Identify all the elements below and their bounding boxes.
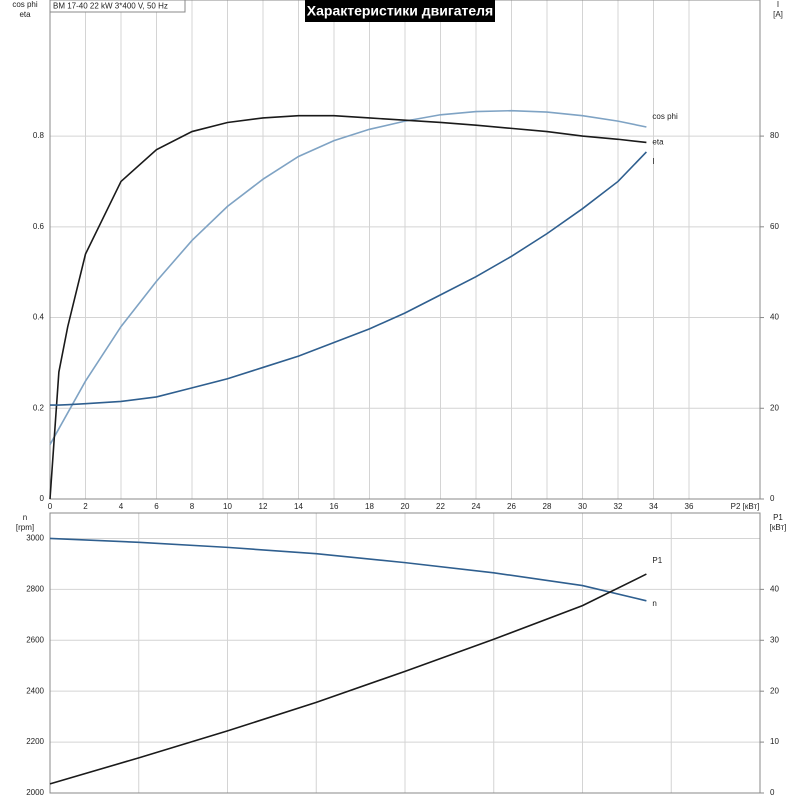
series-label: n — [652, 599, 656, 608]
x-tick-label: 24 — [472, 502, 481, 511]
y-tick-label: 3000 — [26, 534, 44, 543]
y-tick-label: 2400 — [26, 686, 44, 695]
x-tick-label: 2 — [83, 502, 88, 511]
x-tick-label: 8 — [190, 502, 195, 511]
y2-axis-label: [A] — [773, 10, 783, 19]
x-tick-label: 18 — [365, 502, 374, 511]
x-tick-label: 6 — [154, 502, 159, 511]
plot-frame — [49, 512, 761, 794]
y-tick-label: 0.8 — [33, 131, 45, 140]
series-label: eta — [652, 138, 664, 147]
y2-tick-label: 0 — [770, 788, 775, 797]
y2-axis-label: I — [777, 0, 779, 9]
y-tick-label: 0.2 — [33, 403, 45, 412]
y2-tick-label: 80 — [770, 131, 779, 140]
chart-title: Характеристики двигателя — [307, 3, 493, 19]
y-tick-label: 0.4 — [33, 313, 45, 322]
y2-tick-label: 40 — [770, 584, 779, 593]
y-tick-label: 2000 — [26, 788, 44, 797]
header: BM 17-40 22 kW 3*400 V, 50 Hz — [53, 2, 168, 11]
y2-tick-label: 20 — [770, 686, 779, 695]
y-axis-label: [rpm] — [16, 523, 34, 532]
x-tick-label: 20 — [401, 502, 410, 511]
plot-frame — [49, 0, 761, 500]
y-tick-label: 0.6 — [33, 222, 45, 231]
y2-tick-label: 40 — [770, 313, 779, 322]
line — [49, 537, 647, 602]
y2-axis-label: P1 — [773, 513, 783, 522]
x-tick-label: 34 — [649, 502, 658, 511]
y-axis-label: eta — [19, 10, 31, 19]
y-tick-label: 2800 — [26, 584, 44, 593]
y2-tick-label: 60 — [770, 222, 779, 231]
header-box — [49, 0, 186, 13]
x-tick-label: 30 — [578, 502, 587, 511]
x-tick-label: 14 — [294, 502, 303, 511]
x-tick-label: 12 — [259, 502, 268, 511]
y-tick-label: 2600 — [26, 635, 44, 644]
y2-tick-label: 20 — [770, 403, 779, 412]
x-tick-label: 10 — [223, 502, 232, 511]
line — [49, 109, 647, 445]
y-axis-label: n — [23, 513, 27, 522]
y2-axis-label: [кВт] — [770, 523, 787, 532]
x-tick-label: 26 — [507, 502, 516, 511]
x-tick-label: 4 — [119, 502, 124, 511]
y2-tick-label: 0 — [770, 494, 775, 503]
y-tick-label: 0 — [40, 494, 45, 503]
x-tick-label: 22 — [436, 502, 445, 511]
y2-tick-label: 30 — [770, 635, 779, 644]
series-label: cos phi — [652, 112, 678, 121]
y-axis-label: cos phi — [12, 0, 38, 9]
x-tick-label: 0 — [48, 502, 53, 511]
x-tick-label: 16 — [330, 502, 339, 511]
x-tick-label: 32 — [614, 502, 623, 511]
y2-tick-label: 10 — [770, 737, 779, 746]
x-tick-label: 28 — [543, 502, 552, 511]
series-label: P1 — [652, 556, 662, 565]
line — [49, 114, 647, 500]
line — [50, 151, 647, 406]
line — [49, 573, 647, 785]
series-label: I — [652, 157, 654, 166]
x-axis-label: P2 [кВт] — [731, 502, 760, 511]
title-box — [305, 0, 495, 22]
x-tick-label: 36 — [685, 502, 694, 511]
y-tick-label: 2200 — [26, 737, 44, 746]
